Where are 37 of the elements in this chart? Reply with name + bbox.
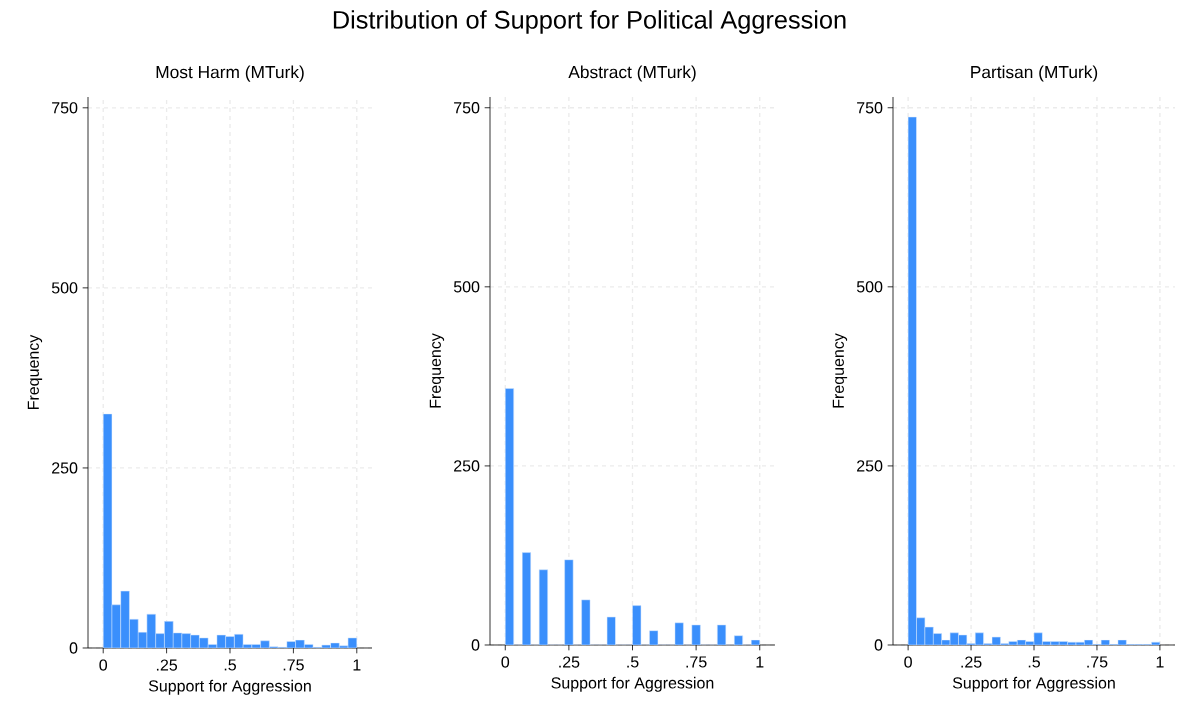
- x-tick-label: 0: [904, 656, 912, 668]
- x-tick-label: .25: [156, 659, 178, 671]
- y-tick-label: 250: [52, 462, 78, 474]
- x-tick-label: .75: [686, 656, 707, 668]
- y-tick-label: 0: [69, 642, 78, 654]
- y-tick-label: 250: [857, 460, 883, 472]
- chart-title: Partisan (MTurk): [971, 65, 1098, 82]
- y-axis-title: Frequency: [429, 333, 445, 408]
- x-tick-label: .5: [627, 656, 639, 668]
- x-axis-title: Support for Aggression: [551, 676, 714, 692]
- chart-title: Most Harm (MTurk): [156, 65, 304, 82]
- chart-title: Abstract (MTurk): [568, 65, 696, 82]
- y-axis-title: Frequency: [27, 334, 43, 409]
- y-tick-label: 500: [856, 281, 883, 293]
- y-tick-label: 500: [453, 281, 480, 293]
- x-tick-label: 1: [756, 656, 764, 668]
- x-tick-label: 0: [501, 656, 510, 668]
- text: Distribution of Support for Political Aggression: [333, 10, 846, 34]
- y-tick-label: 0: [874, 639, 883, 651]
- x-axis-title: Support for Aggression: [148, 679, 311, 695]
- x-tick-label: .75: [1087, 656, 1108, 668]
- y-tick-label: 500: [51, 282, 78, 294]
- x-tick-label: .5: [224, 659, 236, 671]
- y-tick-label: 250: [454, 460, 480, 472]
- y-axis-title: Frequency: [832, 333, 848, 408]
- x-tick-label: .75: [283, 659, 304, 671]
- x-tick-label: .25: [559, 656, 580, 668]
- x-tick-label: .25: [961, 656, 982, 668]
- x-axis-title: Support for Aggression: [952, 676, 1115, 692]
- y-tick-label: 750: [454, 102, 480, 114]
- y-tick-label: 750: [52, 102, 78, 114]
- x-tick-label: 0: [99, 659, 108, 671]
- y-tick-label: 0: [471, 639, 480, 651]
- x-tick-label: .5: [1028, 656, 1040, 668]
- x-tick-label: 1: [1156, 656, 1164, 668]
- y-tick-label: 750: [857, 102, 883, 114]
- x-tick-label: 1: [353, 659, 361, 671]
